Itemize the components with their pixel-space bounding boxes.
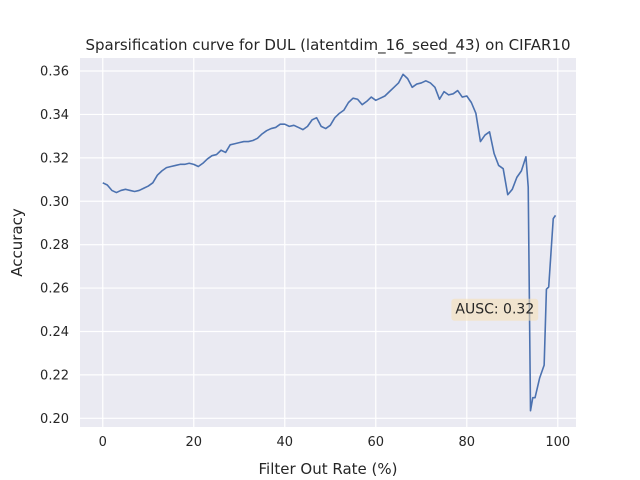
y-tick-labels: 0.20 0.22 0.24 0.26 0.28 0.30 0.32 0.34 0.36 (40, 65, 69, 427)
y-tick-label: 0.20 (40, 412, 69, 427)
y-tick-label: 0.30 (40, 195, 69, 210)
y-tick-label: 0.22 (40, 368, 69, 383)
chart-title: Sparsification curve for DUL (latentdim_… (85, 36, 570, 55)
plot-background (80, 58, 576, 427)
series-line-0 (102, 73, 557, 412)
y-axis-label: Accuracy (8, 208, 26, 277)
y-tick-label: 0.26 (40, 282, 69, 297)
x-tick-label: 80 (459, 435, 476, 450)
annotation: AUSC: 0.32 (451, 298, 539, 321)
x-tick-label: 0 (99, 435, 107, 450)
y-tick-label: 0.28 (40, 238, 69, 253)
y-grid (80, 70, 576, 419)
x-tick-label: 60 (368, 435, 385, 450)
y-tick-label: 0.36 (40, 65, 69, 80)
series-layer (102, 73, 557, 412)
x-tick-label: 20 (185, 435, 202, 450)
y-tick-label: 0.34 (40, 108, 69, 123)
x-tick-labels: 0 20 40 60 80 100 (99, 435, 571, 450)
annotation-box (451, 298, 539, 321)
y-tick-label: 0.24 (40, 325, 69, 340)
y-tick-label: 0.32 (40, 151, 69, 166)
x-tick-label: 40 (276, 435, 293, 450)
x-axis-label: Filter Out Rate (%) (259, 460, 398, 478)
x-tick-label: 100 (545, 435, 570, 450)
annotation-text: AUSC: 0.32 (455, 302, 534, 318)
x-grid (102, 58, 559, 427)
